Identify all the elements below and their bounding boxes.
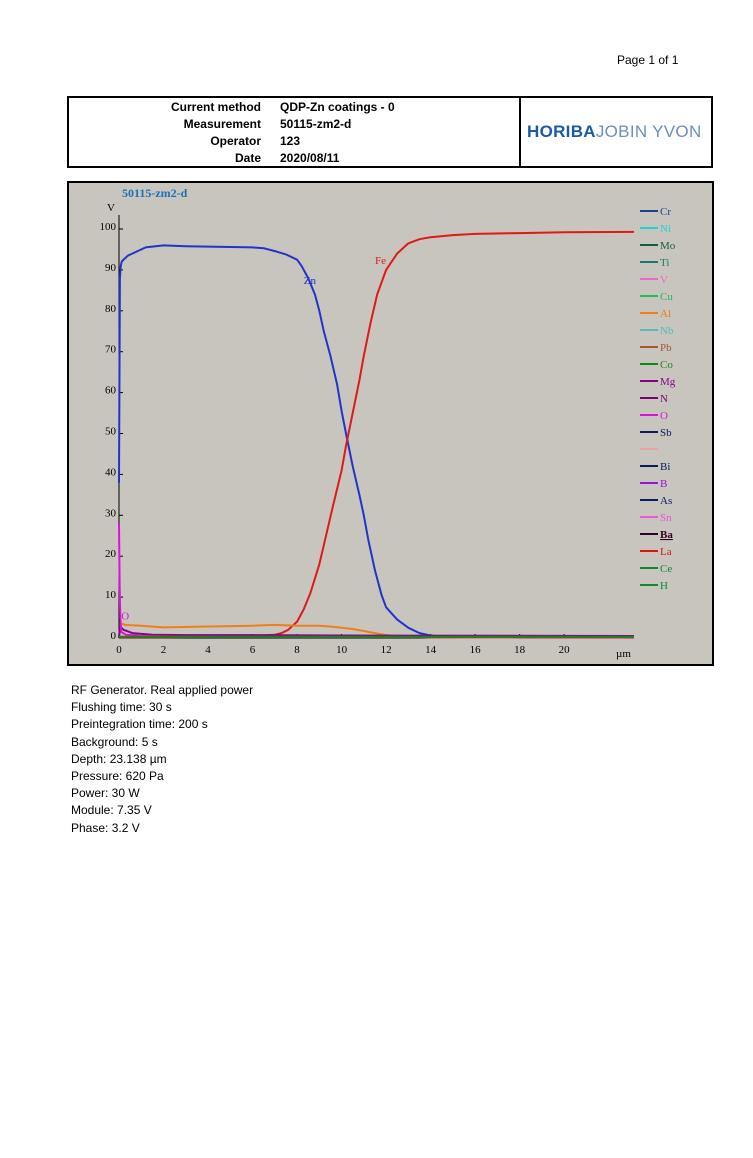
y-tick-label-20: 20 [105,548,117,560]
page-number-label: Page 1 of 1 [617,53,679,67]
x-axis-label: µm [616,648,631,660]
operator-label: Operator [210,134,261,148]
legend-label-la: La [660,546,672,558]
legend-label-n: N [660,393,668,405]
legend-label-al: Al [660,308,671,320]
y-tick-label-10: 10 [105,589,117,601]
y-tick-label-50: 50 [105,426,117,438]
annotation-o: O [121,611,129,623]
annotation-fe: Fe [375,255,386,267]
legend-label-sb: Sb [660,427,672,439]
chart-title: 50115-zm2-d [122,186,188,200]
series-line-o [118,523,635,639]
x-tick-label-2: 2 [161,644,167,656]
y-tick-label-100: 100 [100,221,117,233]
date-label: Date [234,151,261,165]
report-header: Current method QDP-Zn coatings - 0 Measu… [67,96,713,168]
param-power: Power: 30 W [71,786,140,801]
legend-label-ni: Ni [660,223,671,235]
param-flushing-time: Flushing time: 30 s [71,700,172,715]
x-tick-label-20: 20 [559,644,571,656]
row-current-method: Current method QDP-Zn coatings - 0 [69,100,519,117]
measurement-label: Measurement [183,117,261,131]
legend-label-cr: Cr [660,206,671,218]
current-method-label: Current method [171,100,261,114]
legend-label-co: Co [660,359,673,371]
row-measurement: Measurement 50115-zm2-d [69,117,519,134]
series-line-zn [118,244,634,639]
y-tick-label-70: 70 [105,344,117,356]
legend-label-nb: Nb [660,325,674,337]
logo-jobin-yvon-text: JOBIN YVON [595,122,702,141]
x-tick-label-6: 6 [250,644,256,656]
y-tick-label-90: 90 [105,262,117,274]
x-tick-label-12: 12 [381,644,392,656]
param-pressure: Pressure: 620 Pa [71,769,164,784]
date-value: 2020/08/11 [280,151,340,165]
y-tick-label-30: 30 [105,507,117,519]
x-tick-label-8: 8 [294,644,300,656]
legend-label-bi: Bi [660,461,670,473]
y-tick-label-80: 80 [105,303,117,315]
param-rf-generator: RF Generator. Real applied power [71,683,254,697]
y-tick-label-0: 0 [111,630,117,642]
x-tick-label-0: 0 [116,644,122,656]
legend-label-h: H [660,580,668,592]
row-date: Date 2020/08/11 [69,151,519,168]
series-line-fe [119,230,635,639]
legend-label-cu: Cu [660,291,673,303]
legend-label-b: B [660,478,667,490]
operator-value: 123 [280,134,301,148]
y-tick-label-60: 60 [105,385,117,397]
horiba-jobin-yvon-logo: HORIBAJOBIN YVON [527,122,702,142]
x-tick-label-4: 4 [205,644,211,656]
report-info-table: Current method QDP-Zn coatings - 0 Measu… [69,98,521,166]
legend-label-sn: Sn [660,512,672,524]
x-tick-label-18: 18 [514,644,526,656]
legend-label-ba: Ba [660,529,673,541]
param-depth: Depth: 23.138 µm [71,751,167,766]
annotation-zn: Zn [304,275,317,287]
logo-horiba-text: HORIBA [527,122,596,141]
legend-label-mg: Mg [660,376,676,388]
legend-label-as: As [660,495,672,507]
legend-label-ce: Ce [660,563,672,575]
y-tick-label-40: 40 [105,466,117,478]
legend-label-ti: Ti [660,257,669,269]
chart-canvas: 50115-zm2-d Vµm 0 10 20 30 40 50 60 70 80 90 100 0 2 4 6… [100,186,676,660]
param-module: Module: 7.35 V [71,803,152,818]
param-background: Background: 5 s [71,734,158,749]
x-tick-label-16: 16 [470,644,482,656]
legend-label-o: O [660,410,668,422]
param-preintegration-time: Preintegration time: 200 s [71,717,208,732]
y-axis-label: V [107,202,115,214]
measurement-parameters: RF Generator. Real applied power Flushin… [71,682,253,837]
legend-label-mo: Mo [660,240,676,252]
legend-label-pb: Pb [660,342,672,354]
current-method-value: QDP-Zn coatings - 0 [280,100,395,114]
param-phase: Phase: 3.2 V [71,820,140,835]
measurement-value: 50115-zm2-d [280,117,352,131]
x-tick-label-14: 14 [425,644,437,656]
row-operator: Operator 123 [69,134,519,151]
legend-label-v: V [660,274,668,286]
x-tick-label-10: 10 [336,644,348,656]
